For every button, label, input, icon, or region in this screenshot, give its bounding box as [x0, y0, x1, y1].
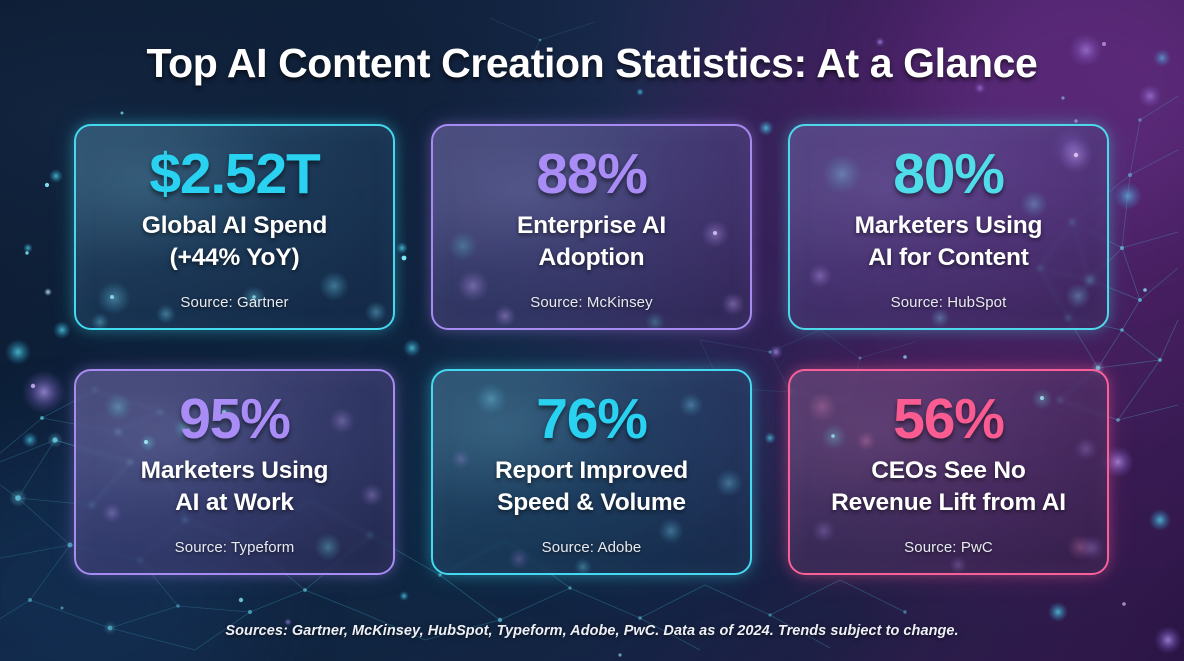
stat-label: Marketers Using AI at Work: [141, 455, 329, 519]
stat-label-line-1: Report Improved: [494, 457, 689, 485]
stat-source: Source: PwC: [904, 539, 993, 556]
sources-footnote: Sources: Gartner, McKinsey, HubSpot, Typ…: [225, 623, 959, 639]
stat-label-line-1: Marketers Using: [854, 212, 1043, 240]
stat-label-line-2: AI for Content: [868, 243, 1029, 271]
stat-source: Source: Adobe: [541, 539, 642, 556]
stat-label: Marketers Using AI for Content: [855, 210, 1043, 274]
stat-card-global-ai-spend[interactable]: $2.52T Global AI Spend (+44% YoY) Source…: [74, 124, 395, 330]
stat-card-ceos-see-no-revenue-lift[interactable]: 56% CEOs See No Revenue Lift from AI Sou…: [788, 369, 1109, 575]
card-content: 80% Marketers Using AI for Content Sourc…: [790, 126, 1107, 328]
stat-card-report-improved-speed-volume[interactable]: 76% Report Improved Speed & Volume Sourc…: [431, 369, 752, 575]
stat-value: 76%: [536, 387, 648, 451]
stat-label: Global AI Spend (+44% YoY): [142, 210, 327, 274]
stat-value: 80%: [893, 142, 1005, 206]
stat-value: 56%: [893, 387, 1005, 451]
stat-source: Source: Typeform: [174, 539, 295, 556]
stat-source: Source: Gartner: [180, 294, 289, 311]
stat-label: Enterprise AI Adoption: [517, 210, 666, 274]
stat-source: Source: McKinsey: [530, 294, 653, 311]
stat-value: 88%: [536, 142, 648, 206]
card-content: $2.52T Global AI Spend (+44% YoY) Source…: [76, 126, 393, 328]
stat-label-line-1: CEOs See No: [871, 457, 1026, 485]
stat-label-line-1: Enterprise AI: [517, 212, 666, 240]
card-content: 76% Report Improved Speed & Volume Sourc…: [433, 371, 750, 573]
stat-label-line-2: Revenue Lift from AI: [831, 488, 1066, 516]
stat-card-marketers-using-ai-at-work[interactable]: 95% Marketers Using AI at Work Source: T…: [74, 369, 395, 575]
stat-label-line-2: Speed & Volume: [497, 488, 686, 516]
stat-card-grid: $2.52T Global AI Spend (+44% YoY) Source…: [74, 124, 1110, 575]
stat-label: CEOs See No Revenue Lift from AI: [831, 455, 1066, 519]
stat-label-line-1: Global AI Spend: [141, 212, 328, 240]
card-content: 88% Enterprise AI Adoption Source: McKin…: [433, 126, 750, 328]
stat-value: $2.52T: [149, 142, 320, 206]
stat-label-line-1: Marketers Using: [140, 457, 329, 485]
stat-value: 95%: [179, 387, 291, 451]
stat-label-line-2: AI at Work: [175, 488, 294, 516]
stat-label: Report Improved Speed & Volume: [495, 455, 688, 519]
page-title: Top AI Content Creation Statistics: At a…: [146, 40, 1038, 86]
card-content: 56% CEOs See No Revenue Lift from AI Sou…: [790, 371, 1107, 573]
stat-card-enterprise-ai-adoption[interactable]: 88% Enterprise AI Adoption Source: McKin…: [431, 124, 752, 330]
stat-source: Source: HubSpot: [890, 294, 1007, 311]
stat-label-line-2: (+44% YoY): [169, 243, 300, 271]
stat-card-marketers-using-ai-for-content[interactable]: 80% Marketers Using AI for Content Sourc…: [788, 124, 1109, 330]
card-content: 95% Marketers Using AI at Work Source: T…: [76, 371, 393, 573]
stat-label-line-2: Adoption: [538, 243, 645, 271]
